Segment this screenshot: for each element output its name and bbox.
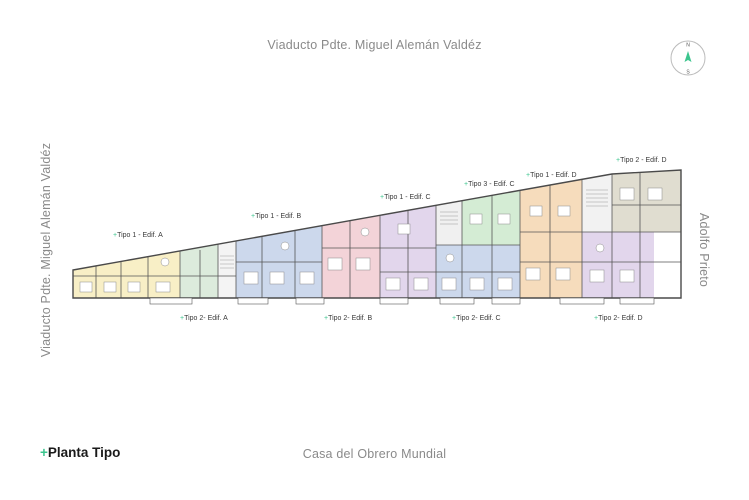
label-tipo1-edif-b: +Tipo 1 - Edif. B [251, 213, 302, 220]
compass-south: S [686, 70, 690, 76]
label-tipo2-edif-c: +Tipo 2- Edif. C [452, 315, 501, 322]
label-tipo2-edif-a: +Tipo 2- Edif. A [180, 315, 228, 322]
street-left-label: Viaducto Pdte. Miguel Alemán Valdéz [39, 142, 53, 358]
zone-core-d [582, 170, 612, 232]
street-right-label: Adolfo Prieto [697, 212, 711, 288]
label-tipo1-edif-c: +Tipo 1 - Edif. C [380, 194, 431, 201]
zone-tipo3-edif-c [462, 170, 520, 245]
compass-arrow [684, 51, 692, 62]
label-tipo2-edif-b: +Tipo 2- Edif. B [324, 315, 373, 322]
zone-tipo2-edif-d-top [612, 170, 681, 232]
label-tipo1-edif-a: +Tipo 1 - Edif. A [113, 232, 163, 239]
plan-title: +Planta Tipo [40, 445, 121, 460]
furniture [79, 187, 663, 293]
compass-icon: N S [670, 40, 706, 76]
street-top-label: Viaducto Pdte. Miguel Alemán Valdéz [267, 38, 482, 52]
label-tipo1-edif-d: +Tipo 1 - Edif. D [526, 172, 577, 179]
compass-north: N [686, 43, 690, 49]
zone-core-c [436, 170, 462, 245]
label-tipo2-edif-d-bottom: +Tipo 2- Edif. D [594, 315, 643, 322]
balconies [149, 297, 655, 305]
site-outline [72, 169, 682, 299]
stair-cores [220, 189, 608, 269]
zone-tipo2-edif-d [582, 232, 654, 298]
label-tipo3-edif-c: +Tipo 3 - Edif. C [464, 181, 515, 188]
street-bottom-label: Casa del Obrero Mundial [302, 447, 447, 461]
label-tipo2-edif-d-top: +Tipo 2 - Edif. D [616, 157, 667, 164]
